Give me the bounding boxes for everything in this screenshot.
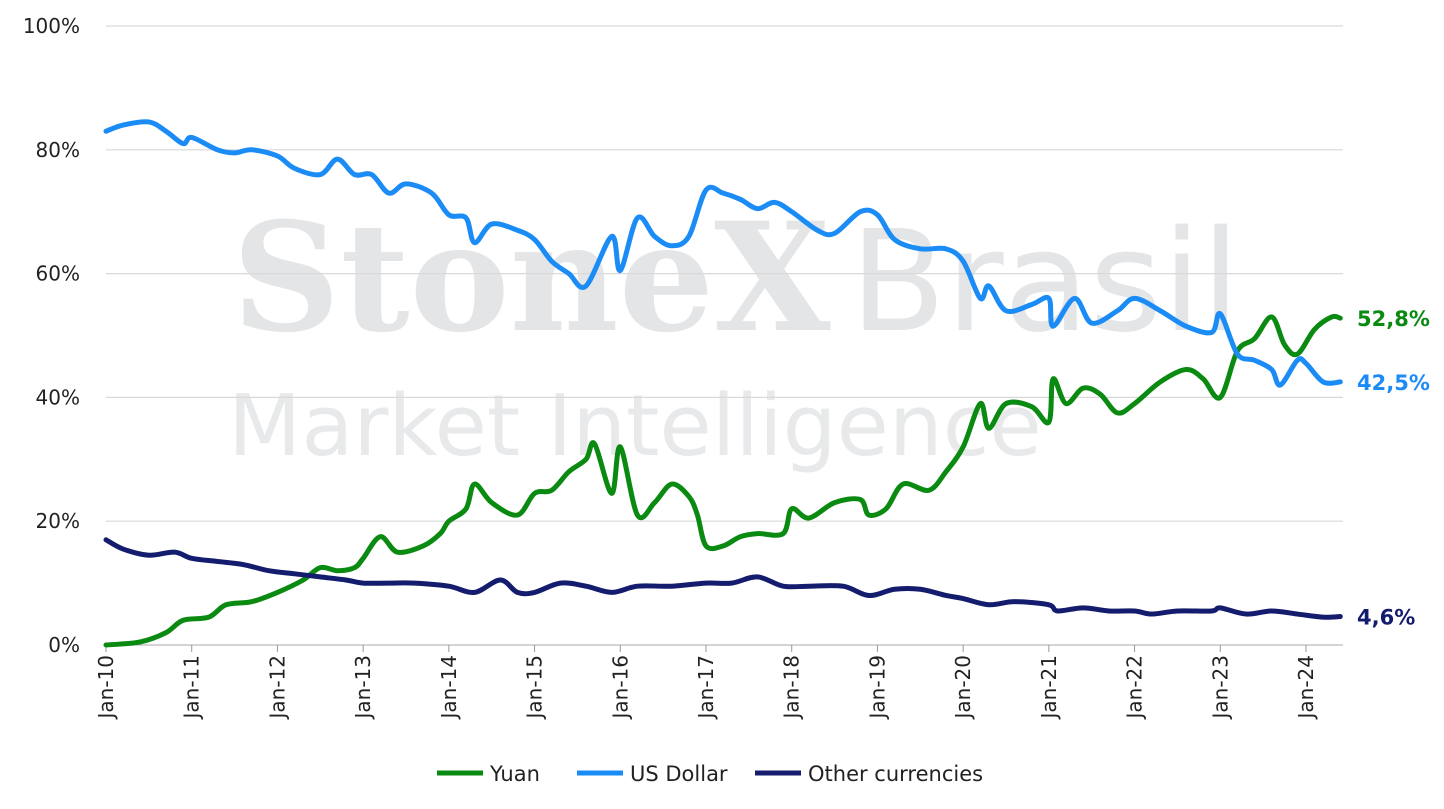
end-label-other-currencies: 4,6% [1357, 606, 1415, 630]
end-labels: 52,8% 42,5% 4,6% [1357, 307, 1430, 629]
watermark-logo: StoneX [232, 190, 831, 366]
y-tick-label: 20% [36, 509, 80, 533]
x-tick-label: Jan-21 [1037, 655, 1061, 721]
end-label-us-dollar: 42,5% [1357, 371, 1430, 395]
series-lines [103, 119, 1343, 648]
x-tick-label: Jan-19 [865, 655, 889, 721]
y-tick-label: 0% [48, 633, 80, 657]
series-line-yuan [103, 313, 1343, 648]
x-tick-label: Jan-22 [1123, 655, 1147, 721]
watermark: StoneX Brasil Market Intelligence [228, 190, 1240, 476]
y-tick-label: 100% [23, 14, 80, 38]
legend-label-other-currencies: Other currencies [808, 762, 983, 786]
x-tick-label: Jan-10 [94, 655, 118, 721]
x-tick-label: Jan-17 [694, 655, 718, 721]
x-tick-label: Jan-18 [780, 655, 804, 721]
legend-label-us-dollar: US Dollar [630, 762, 728, 786]
y-tick-label: 80% [36, 138, 80, 162]
x-tick-label: Jan-13 [351, 655, 375, 721]
gridlines [106, 25, 1343, 646]
series-line-other-currencies [103, 537, 1343, 620]
x-tick-label: Jan-16 [608, 655, 632, 721]
series-line-us-dollar [103, 119, 1343, 388]
legend: Yuan US Dollar Other currencies [437, 762, 983, 786]
x-tick-label: Jan-11 [180, 655, 204, 721]
watermark-brasil: Brasil [850, 201, 1240, 364]
y-axis: 0% 20% 40% 60% 80% 100% [23, 14, 80, 657]
watermark-subtitle: Market Intelligence [228, 377, 1042, 476]
y-tick-label: 40% [36, 385, 80, 409]
x-tick-label: Jan-20 [951, 655, 975, 721]
x-tick-label: Jan-12 [265, 655, 289, 721]
end-label-yuan: 52,8% [1357, 307, 1430, 331]
legend-label-yuan: Yuan [489, 762, 540, 786]
x-tick-label: Jan-15 [523, 655, 547, 721]
x-tick-label: Jan-23 [1208, 655, 1232, 721]
y-tick-label: 60% [36, 262, 80, 286]
x-axis: Jan-10 Jan-11 Jan-12 Jan-13 Jan-14 Jan-15 Jan-… [94, 645, 1318, 721]
x-tick-label: Jan-24 [1294, 655, 1318, 721]
x-tick-label: Jan-14 [437, 655, 461, 721]
